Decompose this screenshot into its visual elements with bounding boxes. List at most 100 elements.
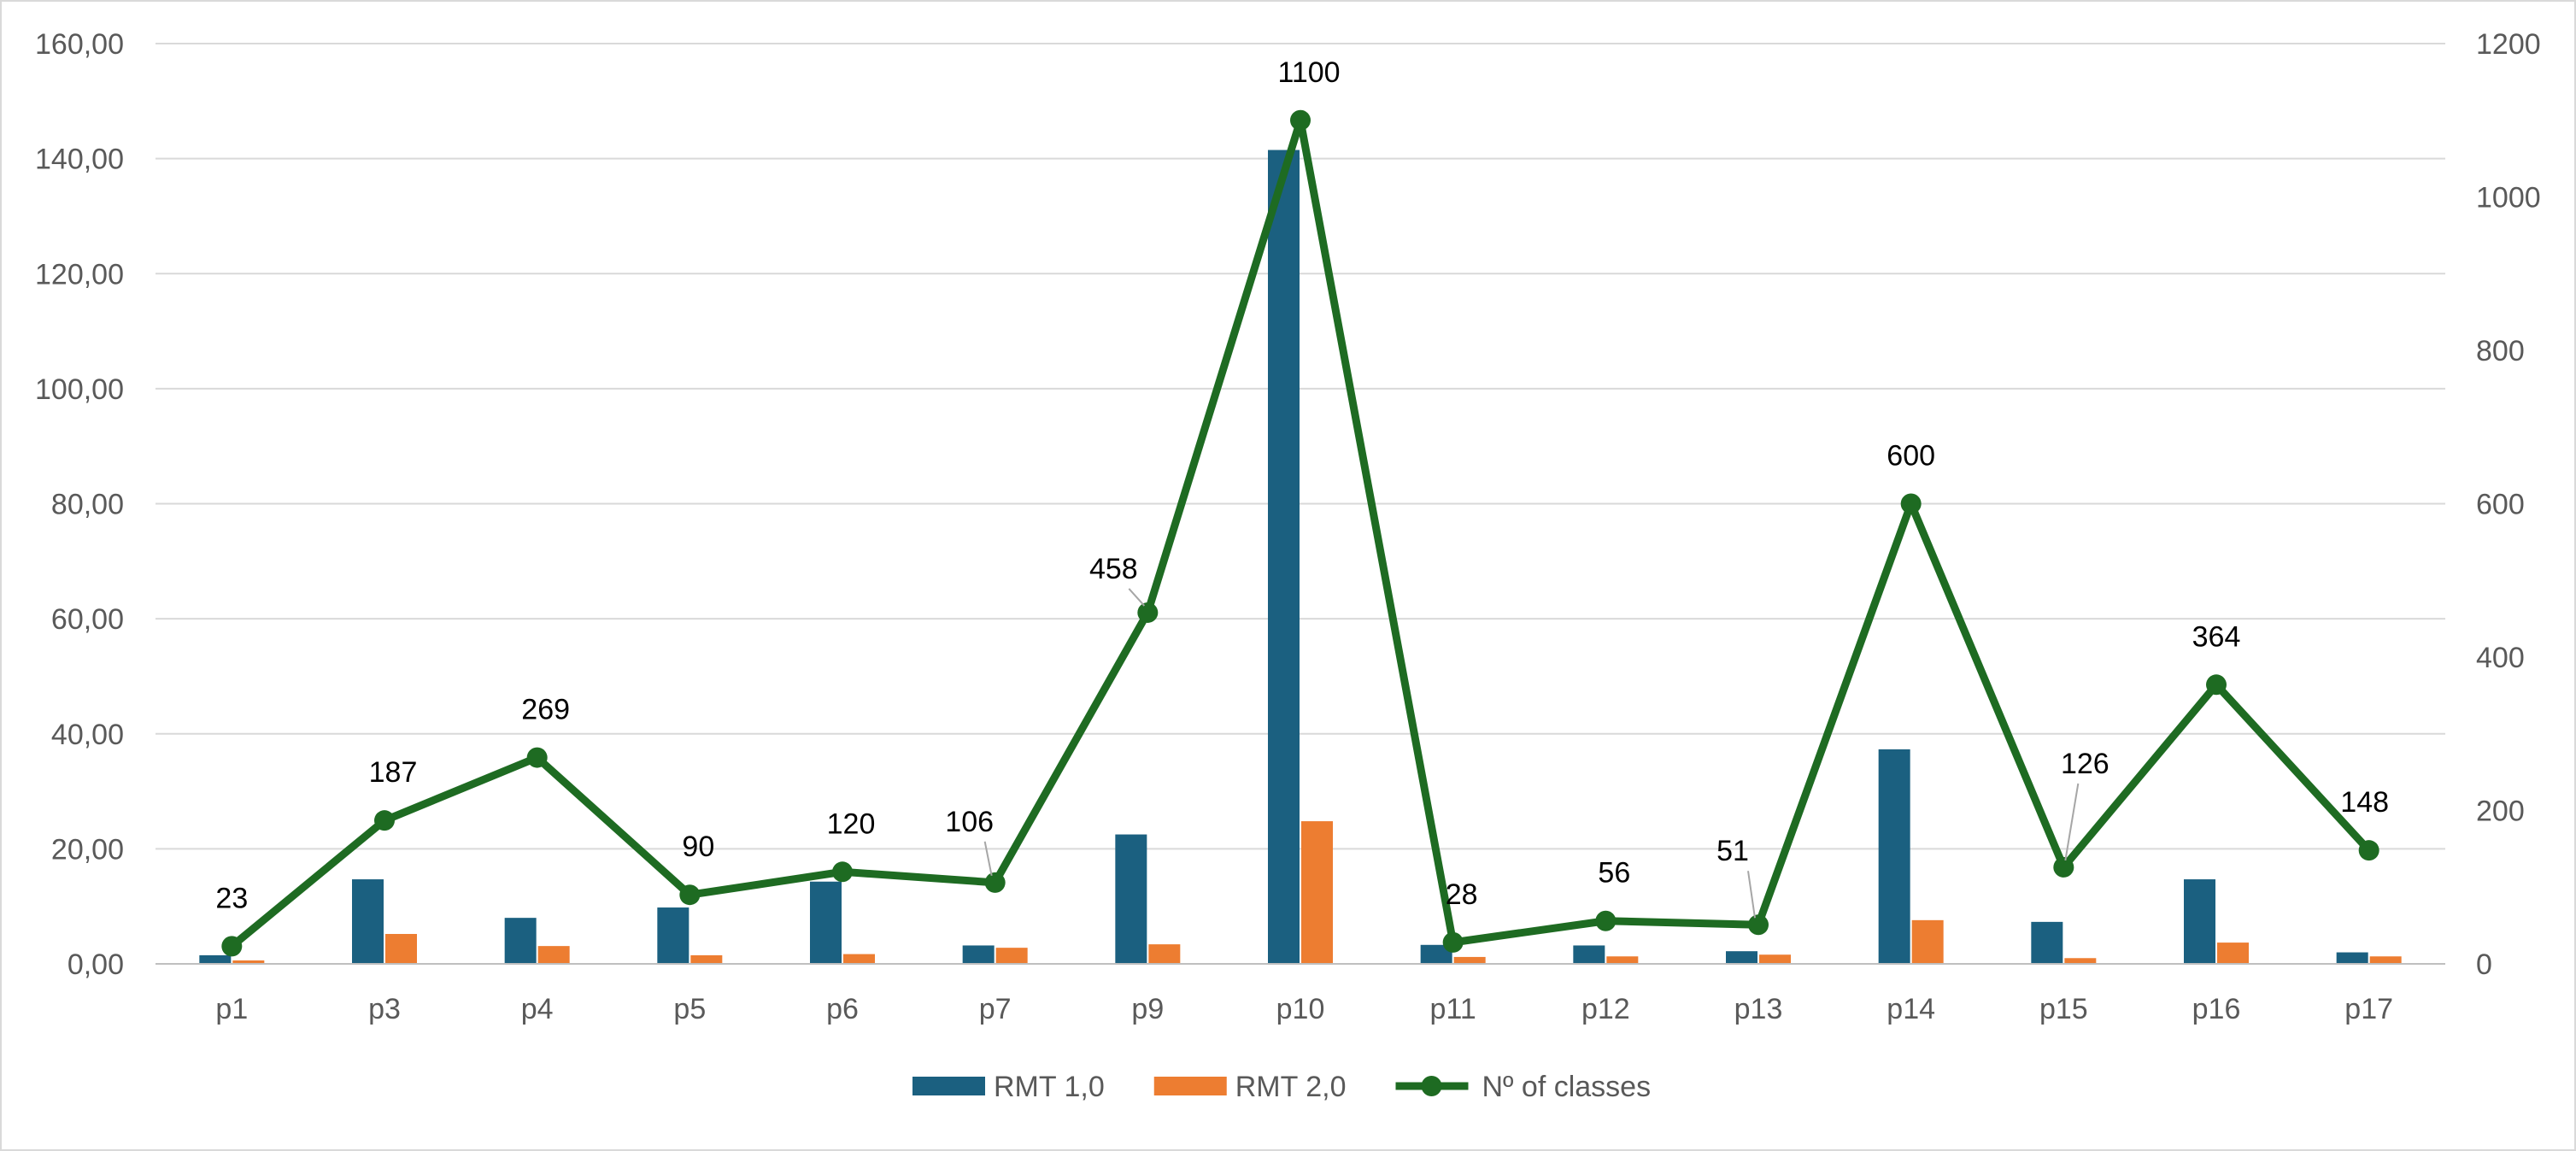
category-tick-label: p1 — [215, 993, 248, 1025]
data-label: 364 — [2192, 620, 2241, 653]
category-tick-label: p5 — [673, 993, 706, 1025]
bar — [352, 879, 384, 964]
legend-swatch — [1153, 1077, 1227, 1095]
line-marker — [984, 872, 1006, 893]
data-label: 458 — [1089, 553, 1138, 585]
data-label: 1100 — [1277, 56, 1340, 89]
data-label: 269 — [521, 694, 570, 726]
bar — [1759, 954, 1791, 964]
line-marker — [1290, 109, 1311, 131]
legend-label: Nº of classes — [1482, 1071, 1652, 1103]
left-axis-tick-label: 120,00 — [35, 258, 124, 291]
bar — [1420, 944, 1452, 964]
legend-swatch — [912, 1077, 985, 1095]
bar — [2336, 952, 2368, 964]
bar — [843, 954, 875, 964]
bar — [1911, 919, 1944, 964]
right-axis-tick-label: 800 — [2476, 335, 2525, 367]
legend-label: RMT 1,0 — [994, 1071, 1105, 1103]
left-axis-tick-label: 100,00 — [35, 373, 124, 406]
right-axis-tick-label: 200 — [2476, 796, 2525, 828]
bar — [690, 954, 723, 964]
left-axis-tick-label: 60,00 — [51, 603, 124, 636]
category-axis-ticks: p1 p3 p4 p5 p6 p7 p9 p10 p11 p12 p13 p14 p15 p16 p17 — [215, 993, 2393, 1025]
bar — [810, 881, 842, 964]
bar — [2031, 921, 2063, 964]
bar — [1453, 956, 1486, 964]
bar — [2184, 879, 2215, 964]
category-tick-label: p3 — [368, 993, 401, 1025]
data-label: 187 — [369, 756, 418, 789]
bar — [2217, 943, 2249, 964]
line-marker — [2053, 856, 2074, 878]
category-tick-label: p4 — [521, 993, 554, 1025]
bar — [537, 946, 570, 964]
data-label: 126 — [2061, 748, 2110, 780]
data-label: 120 — [827, 807, 876, 840]
line-marker — [1748, 914, 1769, 936]
left-axis-tick-label: 140,00 — [35, 144, 124, 176]
right-axis-tick-label: 400 — [2476, 642, 2525, 674]
data-label: 56 — [1598, 857, 1630, 890]
data-label-leader — [1128, 588, 1146, 607]
bar — [199, 954, 232, 964]
data-label-leader — [2064, 783, 2080, 861]
left-axis-tick-label: 40,00 — [51, 719, 124, 751]
category-tick-label: p15 — [2039, 993, 2088, 1025]
bar — [962, 945, 995, 964]
bar — [504, 918, 537, 964]
data-label: 51 — [1716, 835, 1749, 867]
category-tick-label: p9 — [1131, 993, 1164, 1025]
category-tick-label: p7 — [979, 993, 1012, 1025]
legend: RMT 1,0 RMT 2,0 Nº of classes — [912, 1071, 1651, 1103]
data-label: 23 — [215, 882, 248, 914]
line-data-labels: 23 187 269 90 120 106 458 1100 28 56 51 600 126 364 14… — [215, 56, 2389, 919]
line-marker — [526, 747, 548, 768]
gridlines — [155, 43, 2445, 850]
line-marker — [1442, 931, 1464, 953]
line-marker — [1137, 602, 1159, 623]
bar — [1301, 821, 1333, 964]
bar — [995, 948, 1028, 964]
bar — [1148, 944, 1181, 964]
right-axis-tick-label: 1200 — [2476, 28, 2541, 61]
data-label: 28 — [1446, 878, 1478, 911]
category-tick-label: p13 — [1734, 993, 1783, 1025]
line-marker — [221, 936, 243, 957]
bar — [1115, 834, 1147, 964]
left-axis-tick-label: 160,00 — [35, 28, 124, 61]
bar — [1726, 951, 1757, 964]
bar — [657, 907, 689, 964]
left-axis-ticks: 0,00 20,00 40,00 60,00 80,00 100,00 120,00 140,… — [35, 28, 124, 981]
category-tick-label: p6 — [826, 993, 859, 1025]
left-axis-tick-label: 80,00 — [51, 489, 124, 521]
right-axis-tick-label: 600 — [2476, 489, 2525, 521]
bar — [1878, 749, 1910, 964]
category-tick-label: p16 — [2192, 993, 2241, 1025]
right-axis-tick-label: 1000 — [2476, 182, 2541, 214]
line-marker — [832, 861, 853, 883]
right-axis-tick-label: 0 — [2476, 948, 2492, 981]
category-tick-label: p12 — [1581, 993, 1630, 1025]
data-label-leader — [1747, 871, 1756, 919]
data-label: 106 — [945, 806, 994, 838]
category-tick-label: p10 — [1276, 993, 1325, 1025]
line-marker — [1595, 910, 1617, 931]
data-label-leader — [983, 841, 993, 877]
data-label: 148 — [2340, 786, 2389, 819]
bar — [232, 960, 265, 964]
line-marker — [2358, 840, 2379, 861]
left-axis-tick-label: 0,00 — [67, 948, 124, 981]
legend-marker — [1421, 1076, 1442, 1096]
data-label: 600 — [1887, 440, 1935, 473]
bar — [1573, 945, 1605, 964]
line-marker — [679, 884, 701, 906]
bar-series — [199, 150, 2402, 964]
category-tick-label: p17 — [2344, 993, 2393, 1025]
data-label: 90 — [682, 831, 714, 863]
line-marker — [1900, 493, 1922, 514]
line-path — [229, 116, 2372, 949]
line-marker — [374, 810, 395, 831]
left-axis-tick-label: 20,00 — [51, 833, 124, 866]
bar — [385, 933, 417, 964]
